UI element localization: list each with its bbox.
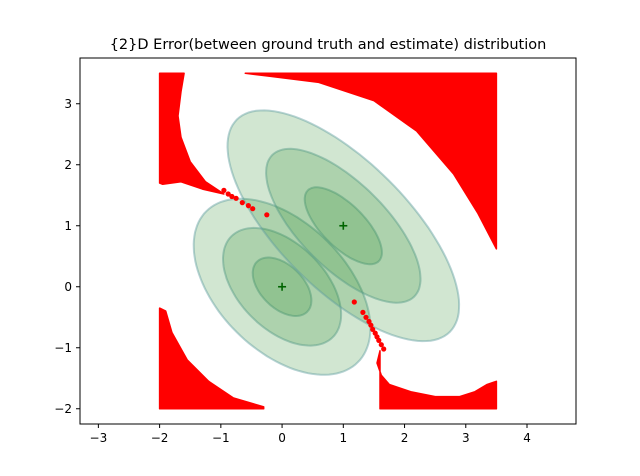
y-tick-label: −1 bbox=[54, 341, 72, 355]
y-tick-label: 2 bbox=[64, 158, 72, 172]
error-point-18 bbox=[378, 342, 384, 348]
error-point-13 bbox=[368, 322, 374, 328]
y-tick-label: −2 bbox=[54, 402, 72, 416]
error-point-8 bbox=[264, 212, 270, 218]
error-point-17 bbox=[376, 337, 382, 343]
center-marker-1 bbox=[278, 282, 287, 291]
red-region-bottom-left bbox=[158, 307, 265, 410]
center-marker-2 bbox=[339, 221, 348, 230]
x-tick-label: 0 bbox=[278, 431, 286, 445]
x-tick-label: 2 bbox=[401, 431, 409, 445]
x-tick-label: 1 bbox=[339, 431, 347, 445]
x-tick-label: 4 bbox=[523, 431, 531, 445]
plot-layer bbox=[158, 72, 498, 410]
red-region-top-right bbox=[244, 72, 498, 250]
error-point-7 bbox=[250, 206, 256, 212]
y-tick-label: 1 bbox=[64, 219, 72, 233]
y-tick-label: 0 bbox=[64, 280, 72, 294]
error-point-19 bbox=[381, 346, 387, 352]
error-point-14 bbox=[370, 326, 376, 332]
error-point-2 bbox=[225, 191, 231, 197]
x-tick-label: −3 bbox=[90, 431, 108, 445]
plot-frame bbox=[79, 57, 577, 425]
error-point-11 bbox=[363, 314, 369, 320]
red-region-top-left bbox=[158, 72, 225, 195]
error-point-4 bbox=[233, 195, 239, 201]
chart-title: {2}D Error(between ground truth and esti… bbox=[110, 37, 547, 53]
x-tick-label: −1 bbox=[212, 431, 230, 445]
x-tick-label: −2 bbox=[151, 431, 169, 445]
error-point-6 bbox=[245, 203, 251, 209]
error-point-10 bbox=[360, 309, 366, 315]
axes-layer: −3 −2 −1 0 1 2 3 4 −2 −1 0 1 2 3 bbox=[54, 97, 531, 445]
error-point-3 bbox=[229, 193, 235, 200]
error-point-5 bbox=[239, 200, 245, 206]
error-point-9 bbox=[351, 299, 357, 305]
error-point-1 bbox=[221, 187, 227, 193]
y-tick-label: 3 bbox=[64, 97, 72, 111]
red-region-bottom-right bbox=[376, 350, 498, 410]
x-tick-label: 3 bbox=[462, 431, 470, 445]
